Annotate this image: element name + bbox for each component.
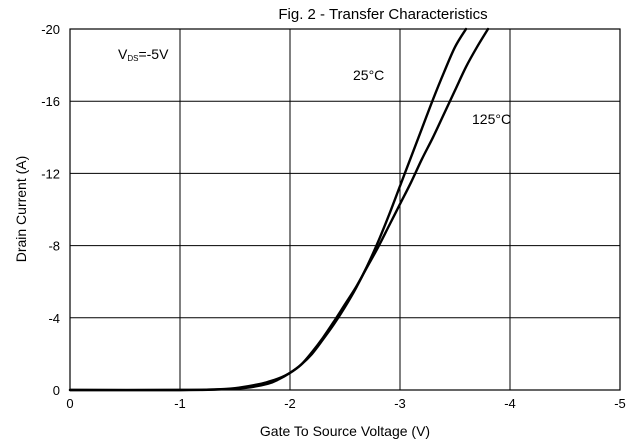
series-curves [68, 27, 490, 392]
x-tick-label: 0 [66, 396, 73, 411]
y-tick-label: -12 [41, 166, 60, 181]
plot-frame [69, 28, 621, 391]
series-label-125c: 125°C [472, 111, 511, 127]
series-line-25c [68, 27, 468, 392]
vds-annotation: VDS=-5V [118, 46, 169, 63]
x-axis-label: Gate To Source Voltage (V) [260, 423, 430, 439]
y-tick-label: -16 [41, 94, 60, 109]
y-axis-label: Drain Current (A) [13, 156, 29, 263]
x-tick-label: -2 [284, 396, 296, 411]
y-tick-label: -8 [48, 239, 60, 254]
y-tick-labels: 0 -4 -8 -12 -16 -20 [41, 22, 60, 398]
y-tick-label: 0 [53, 383, 60, 398]
vds-annotation-main: V [118, 46, 128, 62]
series-label-25c: 25°C [353, 67, 384, 83]
x-tick-label: -5 [614, 396, 626, 411]
x-tick-labels: 0 -1 -2 -3 -4 -5 [66, 396, 625, 411]
x-tick-label: -4 [504, 396, 516, 411]
grid-lines [70, 29, 620, 390]
x-tick-label: -3 [394, 396, 406, 411]
y-tick-label: -4 [48, 311, 60, 326]
x-tick-label: -1 [174, 396, 186, 411]
vds-annotation-value: =-5V [138, 46, 169, 62]
chart-title: Fig. 2 - Transfer Characteristics [278, 6, 487, 23]
series-line-125c [68, 27, 490, 392]
vds-annotation-subscript: DS [127, 54, 138, 63]
y-tick-label: -20 [41, 22, 60, 37]
